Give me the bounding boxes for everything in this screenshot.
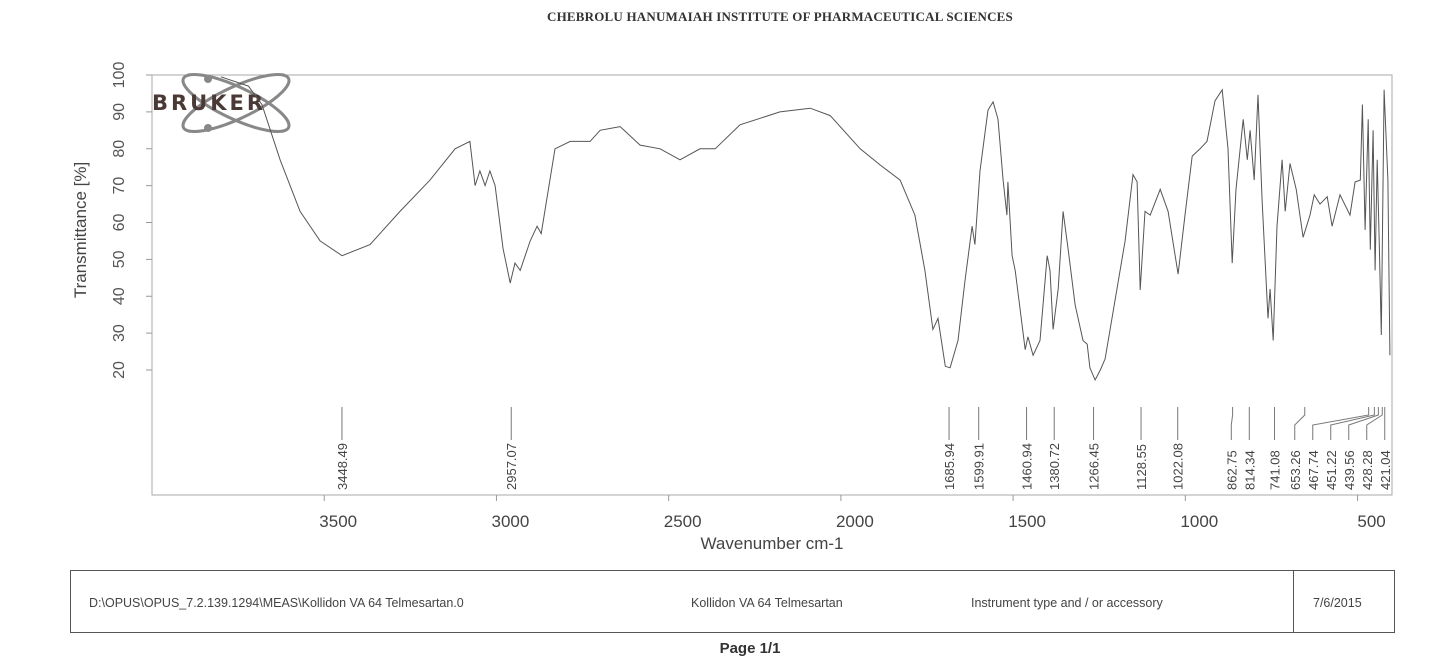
- y-tick-label: 50: [111, 250, 128, 268]
- peak-label: 1022.08: [1171, 443, 1186, 490]
- svg-text:BRUKER: BRUKER: [152, 91, 266, 115]
- file-path: D:\OPUS\OPUS_7.2.139.1294\MEAS\Kollidon …: [89, 596, 464, 610]
- y-tick-label: 20: [111, 361, 128, 379]
- spectrum-line: [220, 76, 1391, 382]
- y-axis-label: Transmittance [%]: [71, 162, 90, 298]
- measurement-date: 7/6/2015: [1313, 596, 1362, 610]
- x-tick-label: 2500: [664, 512, 702, 531]
- y-tick-label: 90: [111, 103, 128, 121]
- footer-info-box: D:\OPUS\OPUS_7.2.139.1294\MEAS\Kollidon …: [70, 570, 1395, 633]
- peak-label: 814.34: [1242, 450, 1257, 490]
- peak-label: 1380.72: [1047, 443, 1062, 490]
- x-tick-label: 3500: [319, 512, 357, 531]
- peak-label: 467.74: [1306, 450, 1321, 490]
- x-axis-label: Wavenumber cm-1: [701, 534, 844, 553]
- peak-marker: [1294, 407, 1306, 440]
- peak-marker: [1230, 407, 1234, 440]
- peak-label: 862.75: [1224, 450, 1239, 490]
- peak-label: 1128.55: [1134, 444, 1149, 490]
- y-tick-label: 40: [111, 287, 128, 305]
- institute-title: CHEBROLU HANUMAIAH INSTITUTE OF PHARMACE…: [547, 9, 1013, 24]
- peak-label: 3448.49: [335, 443, 350, 490]
- peak-label: 428.28: [1360, 450, 1375, 490]
- x-tick-label: 500: [1357, 512, 1385, 531]
- peak-marker: [1312, 407, 1370, 440]
- y-tick-label: 70: [111, 177, 128, 195]
- peak-marker: [1348, 407, 1379, 440]
- peak-marker: [1366, 407, 1383, 440]
- bruker-logo: BRUKER: [152, 73, 291, 133]
- instrument-info: Instrument type and / or accessory: [971, 596, 1163, 610]
- footer-divider: [1293, 571, 1294, 632]
- peak-label: 741.08: [1268, 450, 1283, 490]
- peak-label: 451.22: [1324, 450, 1339, 490]
- plot-frame: [151, 74, 1393, 496]
- peak-label: 653.26: [1288, 450, 1303, 490]
- peak-label: 1266.45: [1087, 443, 1102, 490]
- x-tick-label: 3000: [492, 512, 530, 531]
- x-tick-label: 1500: [1008, 512, 1046, 531]
- y-tick-label: 60: [111, 214, 128, 232]
- peak-label: 1685.94: [942, 443, 957, 490]
- y-tick-label: 100: [111, 62, 128, 89]
- peak-label: 1599.91: [972, 443, 987, 490]
- peak-label: 421.04: [1378, 450, 1393, 490]
- y-tick-label: 30: [111, 324, 128, 342]
- y-tick-label: 80: [111, 140, 128, 158]
- page-number: Page 1/1: [719, 640, 781, 657]
- peak-label: 439.56: [1342, 450, 1357, 490]
- x-tick-label: 2000: [836, 512, 874, 531]
- peak-marker: [1330, 407, 1375, 440]
- x-tick-label: 1000: [1180, 512, 1218, 531]
- sample-name: Kollidon VA 64 Telmesartan: [691, 596, 843, 610]
- peak-label: 2957.07: [504, 443, 519, 490]
- peak-label: 1460.94: [1020, 443, 1035, 490]
